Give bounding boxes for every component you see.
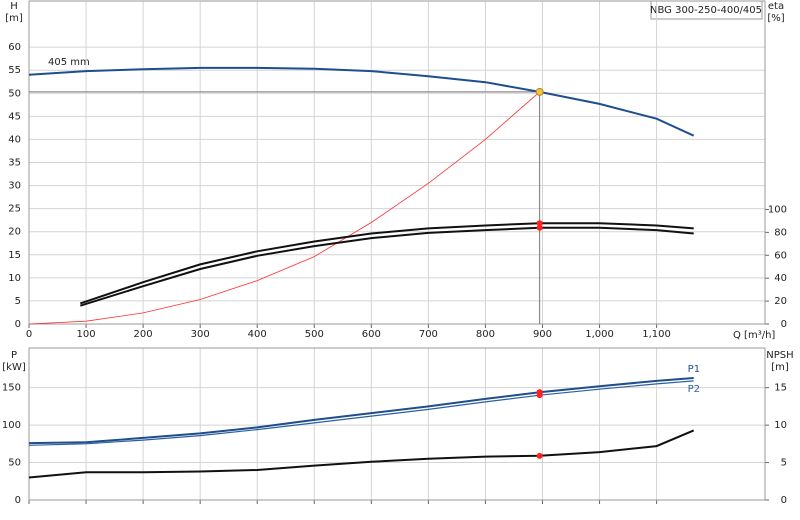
- y-tick-label: 50: [8, 458, 21, 469]
- series-line: [79, 222, 694, 305]
- operating-marker: [536, 452, 543, 459]
- operating-marker: [536, 224, 543, 231]
- y2-tick-label: 40: [774, 273, 787, 284]
- y-tick-label: 150: [2, 383, 21, 394]
- x-tick-label: 900: [533, 329, 552, 340]
- y2-tick-label: 0: [781, 319, 787, 330]
- x-tick-label: 100: [77, 329, 96, 340]
- plot-frame: [28, 347, 766, 501]
- y-tick-label: 0: [15, 495, 21, 506]
- series-line: [28, 429, 695, 479]
- y2-tick-label: 80: [774, 227, 787, 238]
- y-tick-label: 25: [8, 204, 21, 215]
- series-line: [80, 226, 694, 307]
- x-tick-label: 1,000: [585, 329, 614, 340]
- y-tick-label: 5: [15, 296, 21, 307]
- series-line: [28, 377, 694, 445]
- annotation: 405 mm: [48, 57, 90, 68]
- y-axis-unit: [kW]: [2, 362, 26, 373]
- y-axis-label: P: [11, 350, 17, 361]
- y-tick-label: 100: [2, 420, 21, 431]
- y-tick-label: 10: [8, 273, 21, 284]
- operating-marker: [536, 220, 543, 227]
- y-axis-label: H: [10, 1, 18, 12]
- y-tick-label: 35: [8, 158, 21, 169]
- y-tick-label: 15: [8, 250, 21, 261]
- y-tick-label: 40: [8, 134, 21, 145]
- y2-tick-label: 60: [774, 250, 787, 261]
- x-tick-label: 600: [362, 329, 381, 340]
- chart-title: NBG 300-250-400/405: [650, 5, 762, 16]
- y2-axis-label: NPSH: [766, 350, 793, 361]
- y-tick-label: 50: [8, 88, 21, 99]
- series-line: [28, 66, 695, 137]
- y-tick-label: 0: [15, 319, 21, 330]
- y2-tick-label: 15: [774, 383, 787, 394]
- y2-axis-label: eta: [768, 1, 784, 12]
- y-tick-label: 30: [8, 181, 21, 192]
- x-tick-label: 1,100: [642, 329, 671, 340]
- x-tick-label: 200: [134, 329, 153, 340]
- x-tick-label: 300: [191, 329, 210, 340]
- y2-axis-unit: [m]: [771, 362, 789, 373]
- x-tick-label: 800: [476, 329, 495, 340]
- y2-tick-label: 100: [768, 204, 787, 215]
- series-line: [28, 380, 694, 446]
- operating-marker: [536, 392, 543, 399]
- duty-point: [535, 87, 544, 96]
- y2-tick-label: 0: [781, 495, 787, 506]
- legend-label: P2: [688, 384, 700, 395]
- x-axis-label: Q [m³/h]: [733, 330, 775, 341]
- y2-tick-label: 20: [774, 296, 787, 307]
- legend-label: P1: [688, 364, 700, 375]
- x-tick-label: 700: [419, 329, 438, 340]
- x-tick-label: 0: [26, 329, 32, 340]
- x-tick-label: 400: [248, 329, 267, 340]
- y2-tick-label: 10: [774, 420, 787, 431]
- y-tick-label: 20: [8, 227, 21, 238]
- plot-frame: [28, 0, 766, 325]
- y-tick-label: 60: [8, 42, 21, 53]
- y-tick-label: 55: [8, 65, 21, 76]
- y2-tick-label: 5: [781, 458, 787, 469]
- series-line: [28, 91, 540, 325]
- y-tick-label: 45: [8, 111, 21, 122]
- x-tick-label: 500: [305, 329, 324, 340]
- y-axis-unit: [m]: [5, 13, 23, 24]
- y2-axis-unit: [%]: [767, 13, 784, 24]
